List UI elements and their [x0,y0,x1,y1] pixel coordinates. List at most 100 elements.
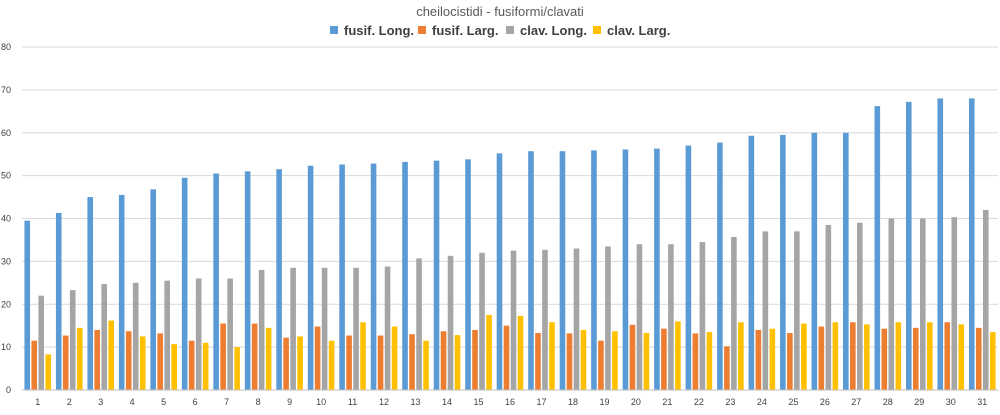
bar-4-10 [328,340,335,390]
bar-2-28 [881,328,888,390]
bar-4-19 [612,331,618,390]
bar-1-16 [496,153,503,390]
bar-4-1 [45,354,52,390]
legend-label-1: fusif. Long. [344,23,414,38]
bar-4-11 [360,322,366,390]
y-tick-label-40: 40 [1,214,11,224]
y-tick-label-70: 70 [1,85,11,95]
bar-2-5 [157,333,163,390]
bar-2-20 [629,324,636,390]
bars [24,98,996,391]
bar-1-18 [559,151,566,390]
bar-2-7 [220,323,226,390]
legend-swatch-1 [330,26,338,34]
bar-1-6 [181,177,188,390]
bar-2-29 [912,327,919,390]
bar-2-3 [94,329,101,390]
bar-2-24 [755,329,762,390]
bar-1-23 [717,142,723,390]
bar-1-30 [937,98,944,390]
bar-3-4 [132,282,139,390]
x-tick-label-19: 19 [599,397,609,407]
bar-3-8 [258,269,265,390]
y-tick-label-80: 80 [1,42,11,52]
bar-1-8 [244,171,251,390]
bar-2-9 [283,337,289,390]
x-tick-label-1: 1 [35,397,40,407]
bar-2-6 [188,340,195,390]
x-tick-label-17: 17 [536,397,546,407]
y-tick-label-20: 20 [1,299,11,309]
y-tick-label-0: 0 [6,385,11,395]
bar-1-27 [843,132,849,390]
y-tick-label-60: 60 [1,128,11,138]
bar-3-24 [762,231,769,390]
bar-4-8 [265,327,272,390]
x-tick-label-18: 18 [568,397,578,407]
chart-title: cheilocistidi - fusiformi/clavati [416,4,584,19]
bar-3-29 [919,218,926,390]
bar-2-21 [661,328,667,390]
x-tick-label-11: 11 [348,397,357,407]
legend-swatch-4 [593,26,601,34]
bar-4-6 [202,342,209,390]
x-tick-label-4: 4 [130,397,135,407]
x-tick-label-20: 20 [631,397,641,407]
x-tick-label-2: 2 [67,397,72,407]
bar-1-10 [307,165,314,390]
bar-3-17 [542,249,548,390]
bar-1-5 [150,189,156,390]
bar-4-27 [864,324,870,390]
bar-3-18 [573,248,580,390]
bar-2-2 [62,335,69,390]
bar-3-28 [888,218,895,390]
bar-1-11 [339,164,345,390]
bar-2-27 [850,322,856,390]
bar-2-22 [692,333,699,390]
bar-3-15 [479,252,485,390]
bar-2-13 [409,334,415,390]
bar-4-30 [958,324,965,390]
x-tick-label-21: 21 [662,397,672,407]
bar-2-17 [535,332,541,390]
bar-3-5 [164,280,170,390]
bar-4-16 [517,315,524,390]
bar-3-14 [447,255,454,390]
bar-1-25 [780,134,786,390]
bar-4-2 [76,327,83,390]
bar-4-22 [706,332,713,390]
bar-2-31 [975,327,982,390]
bar-3-13 [416,258,422,390]
bar-2-19 [598,340,604,390]
bar-1-4 [118,194,125,390]
x-tick-label-15: 15 [474,397,484,407]
bar-3-20 [636,244,643,390]
bar-3-12 [384,266,391,390]
x-tick-label-29: 29 [914,397,924,407]
bar-1-28 [874,106,881,391]
bar-4-23 [738,322,744,390]
bar-4-4 [139,336,146,390]
bar-4-18 [580,329,587,390]
bar-4-20 [643,332,650,390]
bar-1-2 [55,212,62,390]
bar-2-25 [787,332,793,390]
bar-3-3 [101,284,108,390]
x-tick-label-16: 16 [505,397,515,407]
bar-4-21 [675,321,681,390]
x-tick-label-13: 13 [411,397,421,407]
x-tick-label-28: 28 [883,397,893,407]
bar-3-2 [69,290,76,390]
bar-4-14 [454,335,461,390]
bar-4-3 [108,320,115,390]
bar-2-14 [440,331,447,390]
bar-4-15 [486,314,492,390]
bar-2-16 [503,325,510,390]
x-tick-label-27: 27 [851,397,861,407]
bar-1-20 [622,149,629,390]
bar-3-27 [857,222,863,390]
y-tick-label-30: 30 [1,256,11,266]
x-tick-label-24: 24 [757,397,767,407]
bar-4-12 [391,326,398,390]
